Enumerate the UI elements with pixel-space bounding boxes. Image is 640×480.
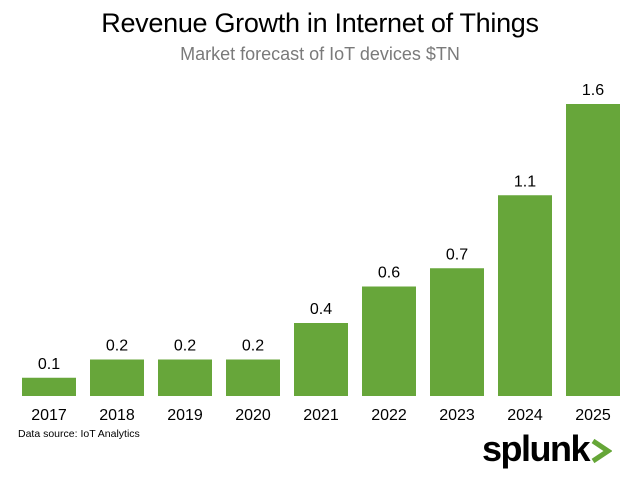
x-tick-label-2019: 2019 [167, 407, 203, 424]
x-tick-label-2023: 2023 [439, 407, 475, 424]
splunk-logo-text: splunk [481, 428, 591, 469]
splunk-logo: splunk [482, 428, 612, 470]
x-tick-label-2024: 2024 [507, 407, 543, 424]
bar-2025 [566, 104, 620, 396]
bar-2019 [158, 359, 212, 396]
data-label-2023: 0.7 [446, 246, 468, 263]
x-tick-label-2018: 2018 [99, 407, 135, 424]
data-label-2018: 0.2 [106, 338, 128, 355]
chart-title: Revenue Growth in Internet of Things [101, 8, 539, 38]
x-tick-label-2022: 2022 [371, 407, 407, 424]
data-source-note: Data source: IoT Analytics [18, 428, 140, 440]
bar-2021 [294, 323, 348, 396]
bar-2022 [362, 286, 416, 396]
chart-subtitle: Market forecast of IoT devices $TN [180, 44, 460, 64]
data-label-2020: 0.2 [242, 338, 264, 355]
data-label-2025: 1.6 [582, 82, 604, 99]
x-tick-label-2020: 2020 [235, 407, 271, 424]
x-tick-label-2021: 2021 [303, 407, 339, 424]
data-label-2024: 1.1 [514, 173, 536, 190]
data-label-2019: 0.2 [174, 338, 196, 355]
data-label-2017: 0.1 [38, 356, 60, 373]
data-label-2022: 0.6 [378, 265, 400, 282]
bar-2018 [90, 359, 144, 396]
data-label-2021: 0.4 [310, 301, 332, 318]
chevron-right-icon [591, 438, 612, 464]
bar-2023 [430, 268, 484, 396]
bar-2020 [226, 359, 280, 396]
bar-2017 [22, 377, 76, 396]
x-tick-label-2017: 2017 [31, 407, 67, 424]
bar-2024 [498, 195, 552, 396]
x-tick-label-2025: 2025 [575, 407, 611, 424]
